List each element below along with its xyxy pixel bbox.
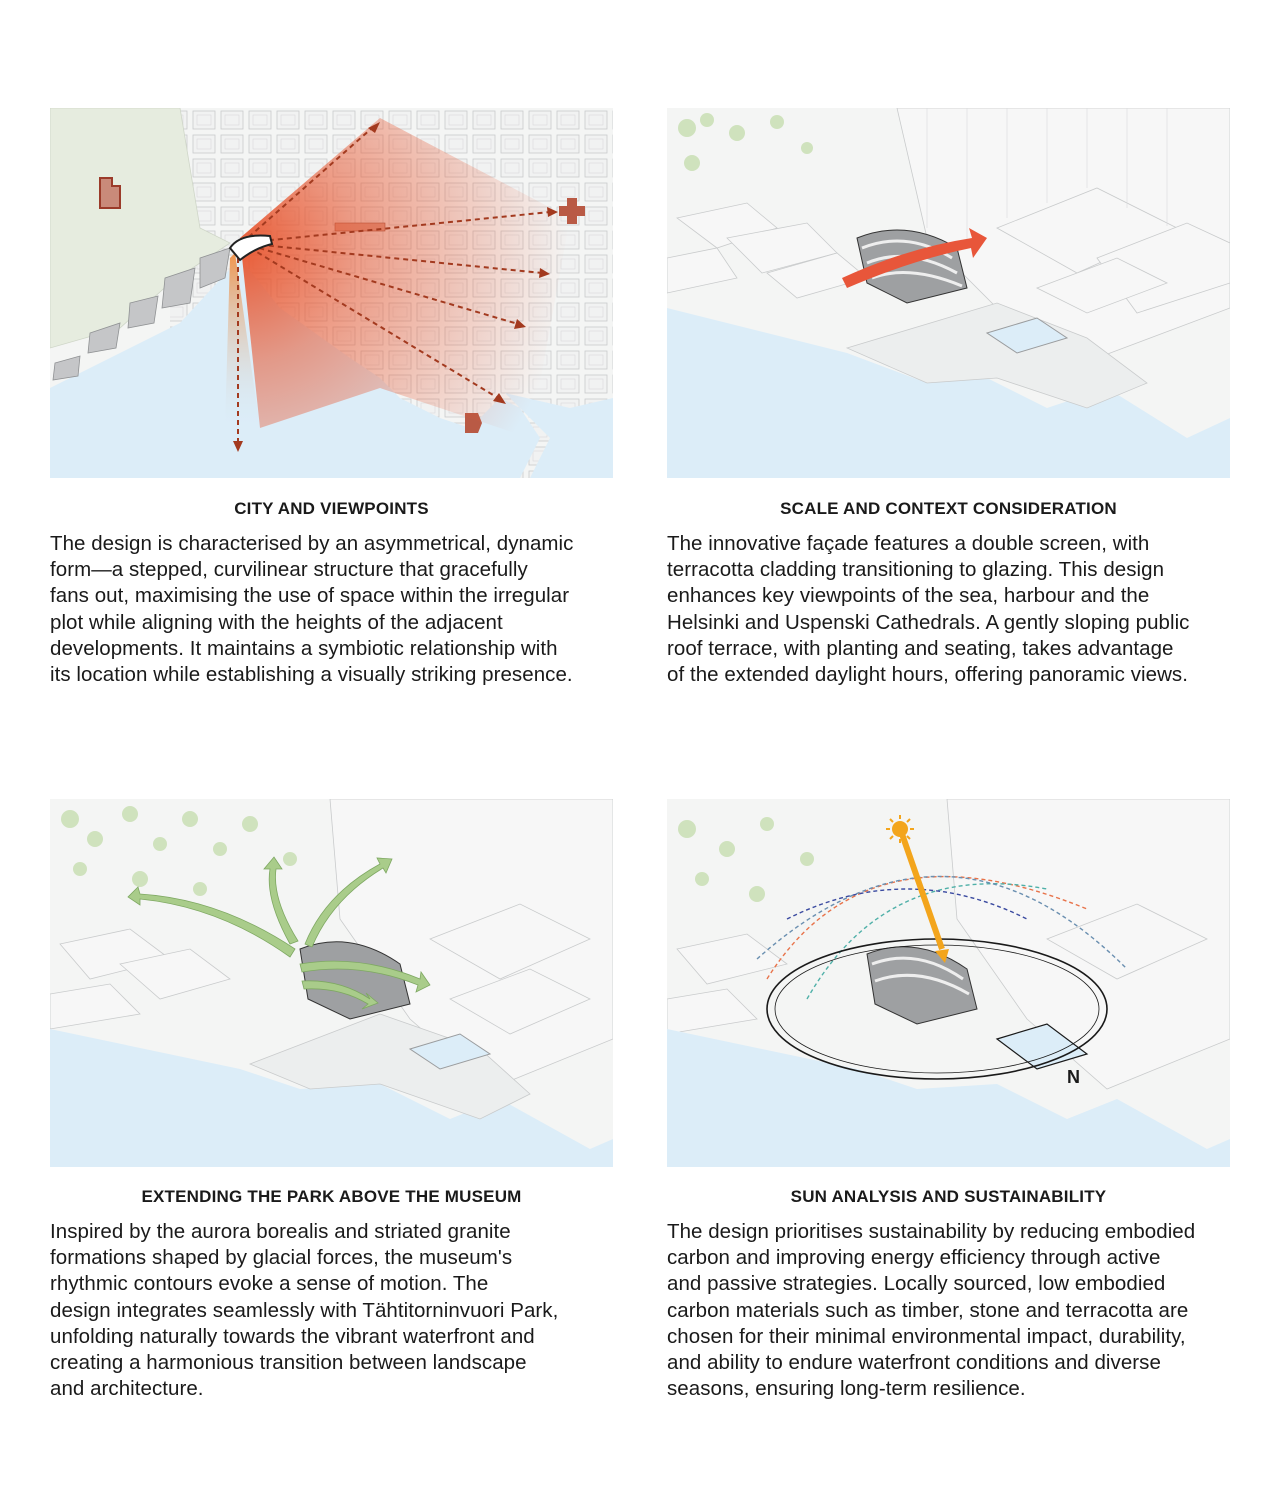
panel-description: The innovative façade features a double …	[667, 532, 1190, 687]
museum-footprint	[228, 234, 274, 262]
cathedral-icon	[99, 177, 121, 209]
park-trees	[678, 113, 813, 171]
panel-title: EXTENDING THE PARK ABOVE THE MUSEUM	[141, 1187, 522, 1206]
panel-title: SUN ANALYSIS AND SUSTAINABILITY	[790, 1187, 1107, 1206]
harbour-water	[667, 1029, 1230, 1167]
panel-title: SCALE AND CONTEXT CONSIDERATION	[780, 499, 1117, 518]
sun-path-diagram: N	[667, 799, 1230, 1167]
scale-context-axonometric	[667, 108, 1230, 478]
panel-scale-context: SCALE AND CONTEXT CONSIDERATION The inno…	[667, 108, 1230, 688]
viewpoint-arrows	[237, 127, 551, 443]
sun-icon	[886, 815, 914, 843]
park-trees	[61, 806, 297, 896]
city-viewpoints-map	[50, 108, 613, 478]
cathedral-icon	[559, 198, 585, 224]
shore-buildings	[52, 247, 231, 381]
panel-title: CITY AND VIEWPOINTS	[234, 499, 429, 518]
north-label: N	[1067, 1067, 1080, 1087]
panel-description: The design is characterised by an asymme…	[50, 532, 574, 687]
context-arrow	[842, 228, 987, 288]
context-buildings	[50, 799, 613, 1090]
panel-extending-park: EXTENDING THE PARK ABOVE THE MUSEUM Insp…	[50, 799, 613, 1402]
park-extension-axonometric	[50, 799, 613, 1167]
green-flow-arrows	[127, 856, 431, 1010]
panel-description: Inspired by the aurora borealis and stri…	[50, 1220, 559, 1401]
museum-model	[866, 946, 978, 1025]
panel-sun-analysis: N SUN ANALYSIS AND SUSTAINABILITY The de…	[667, 799, 1230, 1402]
sun-ray	[899, 833, 945, 950]
harbour-water	[667, 308, 1230, 478]
harbour-water	[50, 1029, 613, 1167]
park-trees	[678, 817, 814, 902]
sun-path-arcs	[756, 875, 1128, 1000]
panel-description: The design prioritises sustainability by…	[667, 1220, 1196, 1401]
panel-city-viewpoints: CITY AND VIEWPOINTS The design is charac…	[50, 108, 613, 688]
context-buildings	[667, 799, 1230, 1090]
